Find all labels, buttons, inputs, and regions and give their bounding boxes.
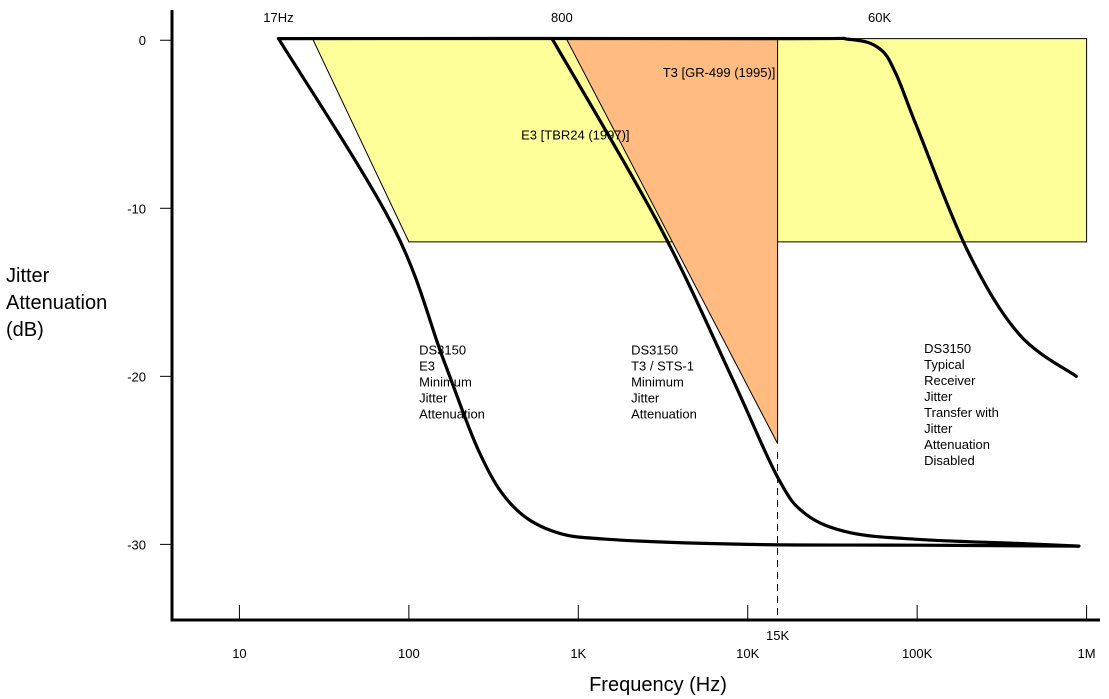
y-axis-title-line-1: Jitter [6, 265, 50, 287]
curve-label-line: T3 / STS-1 [631, 358, 694, 373]
top-frequency-label: 800 [551, 10, 573, 25]
curve-label-line: Attenuation [631, 406, 697, 421]
x-tick-label: 1K [570, 646, 586, 661]
curve-label-line: DS3150 [419, 342, 466, 357]
curve-label-line: Jitter [924, 389, 953, 404]
curve-label-line: Receiver [924, 373, 976, 388]
curve-label-line: Disabled [924, 453, 975, 468]
curve-label-line: Minimum [419, 374, 472, 389]
curve-typical-receiver [276, 36, 1078, 378]
x-tick-label: 10 [232, 646, 246, 661]
y-axis-title-line-3: (dB) [6, 319, 44, 341]
curves [276, 36, 1081, 548]
y-tick-label: -20 [127, 369, 146, 384]
mask-regions [311, 38, 1088, 444]
curve-label-line: Typical [924, 357, 965, 372]
axes: 10 100 1K 10K 100K 1M 0 -10 -20 -30 [127, 10, 1100, 661]
y-tick-label: -10 [127, 201, 146, 216]
curve-label-line: Attenuation [419, 406, 485, 421]
curve-label-line: Jitter [924, 421, 953, 436]
x-tick-label: 100K [902, 646, 933, 661]
curve-label-line: Minimum [631, 374, 684, 389]
top-frequency-label: 17Hz [263, 10, 293, 25]
curve-label-line: Attenuation [924, 437, 990, 452]
curve-label-line: DS3150 [924, 341, 971, 356]
x-tick-label: 1M [1078, 646, 1096, 661]
curve-label-line: E3 [419, 358, 435, 373]
y-axis-title: Jitter Attenuation (dB) [6, 265, 113, 341]
marker-15k-label: 15K [766, 628, 789, 643]
curve-e3-minimum [276, 37, 1081, 548]
y-tick-label: 0 [139, 33, 146, 48]
y-axis-title-line-2: Attenuation [6, 292, 107, 314]
curve-label: DS3150 E3 Minimum Jitter Attenuation [419, 342, 485, 421]
top-frequency-label: 60K [868, 10, 891, 25]
x-axis-title: Frequency (Hz) [589, 674, 727, 696]
curve-label: DS3150 T3 / STS-1 Minimum Jitter Attenuation [631, 342, 697, 421]
region-label: T3 [GR-499 (1995)] [663, 65, 776, 80]
y-tick-label: -30 [127, 537, 146, 552]
labels: 17Hz 800 60K 15K E3 [TBR24 (1997)] T3 [GR-499… [263, 10, 999, 643]
curve-label-line: Transfer with [924, 405, 999, 420]
curve-label: DS3150 Typical Receiver Jitter Transfer with… [924, 341, 999, 468]
curve-label-line: DS3150 [631, 342, 678, 357]
curve-t3-sts1-minimum [550, 37, 1081, 548]
curve-label-line: Jitter [419, 390, 448, 405]
x-tick-label: 100 [398, 646, 420, 661]
curve-label-line: Jitter [631, 390, 660, 405]
region-label: E3 [TBR24 (1997)] [521, 127, 629, 142]
x-tick-label: 10K [736, 646, 759, 661]
